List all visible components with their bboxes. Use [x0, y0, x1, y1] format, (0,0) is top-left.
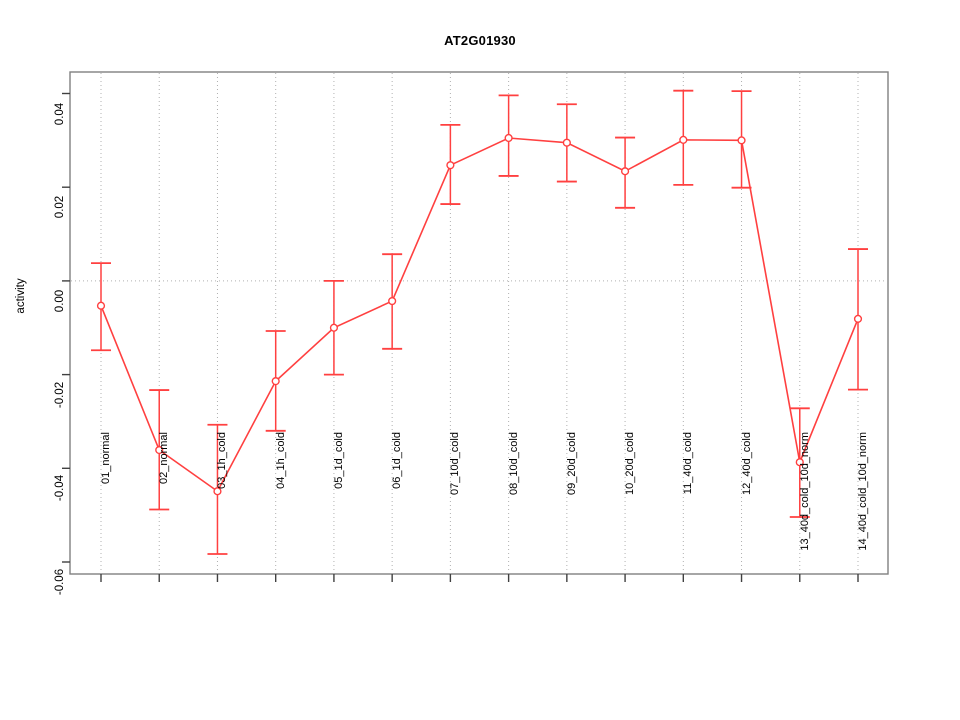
x-tick-label: 06_1d_cold	[391, 432, 404, 489]
x-tick-label: 11_40d_cold	[682, 432, 695, 495]
data-series	[91, 89, 868, 555]
y-tick-label: -0.06	[54, 568, 66, 596]
x-tick-label: 05_1d_cold	[332, 432, 345, 489]
y-tick-label: 0.04	[54, 102, 66, 125]
data-point-marker[interactable]	[155, 445, 164, 455]
x-tick-label: 09_20d_cold	[565, 432, 578, 496]
x-tick-label: 12_40d_cold	[740, 432, 753, 496]
chart-title: AT2G01930	[444, 33, 516, 48]
axis-ticks	[62, 92, 859, 582]
gridlines	[71, 73, 887, 573]
x-tick-label: 03_1h_cold	[216, 432, 229, 489]
data-point-marker[interactable]	[562, 138, 571, 147]
x-tick-label: 08_10d_cold	[507, 432, 520, 496]
axes	[69, 71, 889, 575]
data-point-marker[interactable]	[679, 135, 688, 144]
x-tick-label: 01_normal	[100, 432, 112, 484]
data-point-marker[interactable]	[388, 296, 397, 306]
x-tick-label: 02_normal	[158, 432, 171, 484]
data-point-marker[interactable]	[620, 167, 630, 176]
y-tick-label: 0.00	[54, 289, 66, 313]
x-tick-label: 04_1h_cold	[274, 432, 287, 489]
y-tick-label: 0.02	[54, 196, 66, 219]
series-line	[100, 137, 859, 493]
data-point-marker[interactable]	[213, 487, 222, 496]
x-tick-label: 13_40d_cold_10d_norm	[798, 432, 811, 551]
data-point-marker[interactable]	[795, 458, 804, 467]
data-point-marker[interactable]	[446, 161, 455, 170]
y-tick-label: -0.04	[54, 475, 66, 502]
data-point-marker[interactable]	[329, 323, 339, 332]
x-tick-label: 07_10d_cold	[449, 432, 462, 496]
data-point-marker[interactable]	[96, 301, 106, 310]
data-point-marker[interactable]	[504, 133, 513, 143]
x-tick-label: 14_40d_cold_10d_norm	[857, 432, 869, 551]
data-point-marker[interactable]	[853, 314, 863, 323]
data-point-marker[interactable]	[271, 377, 280, 386]
data-point-marker[interactable]	[737, 136, 746, 145]
y-tick-label: -0.02	[54, 381, 66, 408]
x-tick-label: 10_20d_cold	[624, 432, 637, 496]
